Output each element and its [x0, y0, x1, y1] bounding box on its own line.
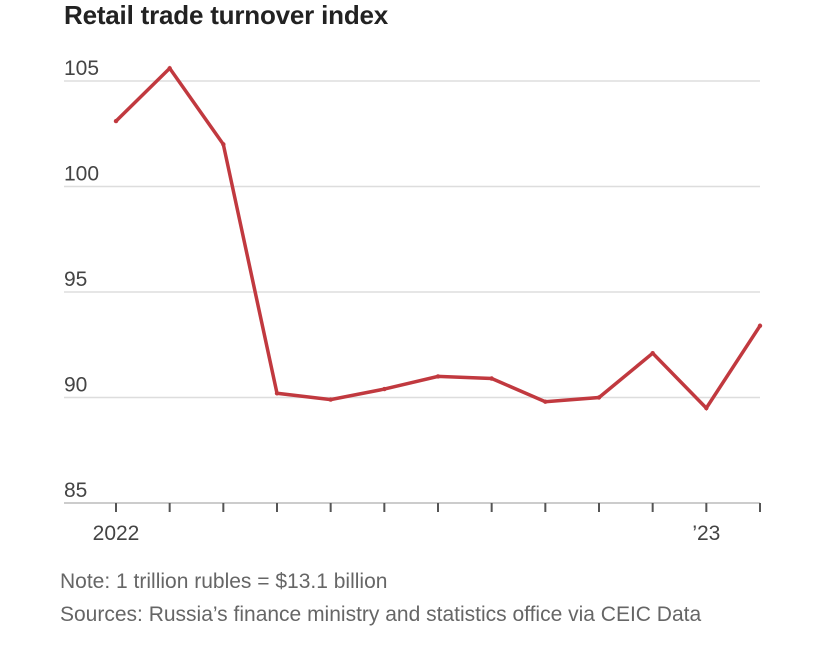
y-tick-label-105: 105 — [64, 57, 99, 80]
chart-title: Retail trade turnover index — [64, 0, 389, 30]
data-series — [113, 65, 763, 411]
x-tick-label-0: 2022 — [93, 522, 140, 545]
gridlines — [64, 80, 760, 399]
y-tick-label-90: 90 — [64, 374, 87, 397]
y-axis-tick-labels: 85 90 95 100 105 — [64, 57, 99, 502]
x-axis-tick-labels: 2022 ’23 — [93, 522, 721, 545]
data-point-12 — [757, 323, 763, 328]
data-point-10 — [650, 350, 655, 356]
x-axis — [64, 502, 761, 512]
chart-footer: Note: 1 trillion rubles = $13.1 billion … — [60, 565, 800, 631]
data-point-11 — [704, 405, 709, 411]
data-point-3 — [274, 391, 280, 396]
footnote: Note: 1 trillion rubles = $13.1 billion — [60, 570, 388, 593]
line-chart: 85 90 95 100 105 2022 ’23 — [64, 57, 763, 545]
data-point-8 — [543, 399, 548, 404]
y-tick-label-100: 100 — [64, 163, 99, 186]
y-tick-label-95: 95 — [64, 268, 87, 291]
sources-note: Sources: Russia’s finance ministry and s… — [60, 603, 702, 626]
data-point-2 — [221, 142, 226, 147]
series-line — [114, 65, 762, 411]
data-point-6 — [435, 374, 441, 379]
data-point-0 — [113, 118, 119, 124]
data-point-4 — [328, 397, 333, 402]
data-point-5 — [382, 386, 387, 392]
data-point-1 — [167, 66, 172, 71]
data-point-7 — [489, 376, 494, 381]
y-tick-label-85: 85 — [64, 479, 87, 502]
data-point-9 — [596, 395, 602, 400]
x-tick-label-11: ’23 — [692, 522, 720, 545]
